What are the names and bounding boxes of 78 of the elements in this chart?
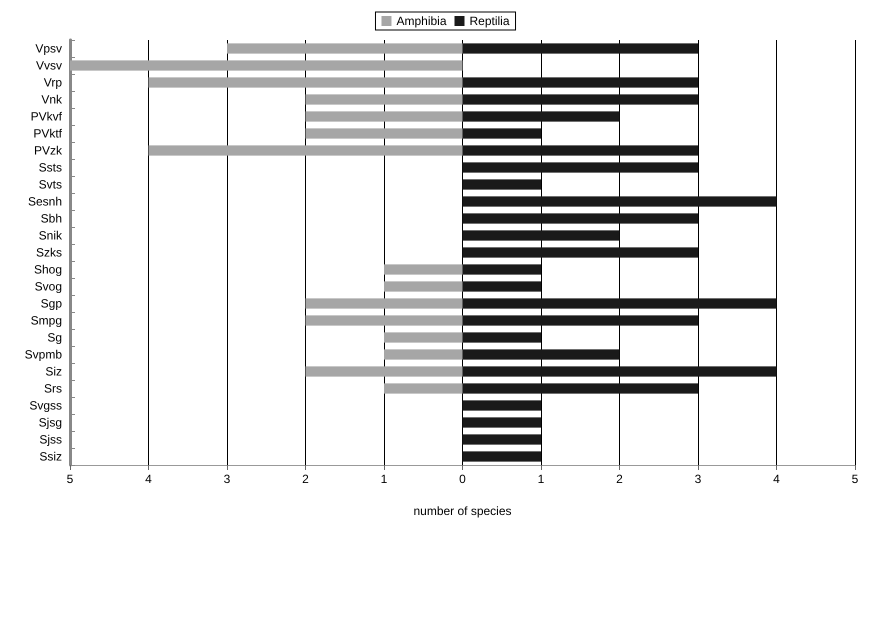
y-tick-label: Srs bbox=[44, 382, 62, 396]
bar bbox=[148, 77, 462, 88]
bar bbox=[462, 417, 541, 428]
bar bbox=[462, 264, 541, 275]
bar bbox=[462, 213, 698, 224]
y-tick-label: Vnk bbox=[41, 92, 63, 106]
bar bbox=[462, 77, 698, 88]
y-tick-label: Vrp bbox=[44, 76, 62, 90]
legend-label: Reptilia bbox=[470, 14, 510, 28]
legend-label: Amphibia bbox=[396, 14, 447, 28]
bar bbox=[306, 366, 462, 377]
y-tick-label: Ssiz bbox=[39, 450, 62, 464]
y-tick-label: PVktf bbox=[33, 126, 63, 140]
y-tick-label: Smpg bbox=[30, 314, 62, 328]
y-tick-label: Sbh bbox=[40, 212, 62, 226]
bar bbox=[462, 315, 698, 326]
bar bbox=[70, 60, 462, 71]
bar bbox=[462, 145, 698, 156]
x-tick-label: 2 bbox=[302, 472, 310, 486]
bar bbox=[462, 162, 698, 173]
y-tick-label: Snik bbox=[38, 228, 63, 242]
y-tick-label: Shog bbox=[34, 262, 62, 276]
y-tick-label: PVkvf bbox=[30, 110, 63, 124]
bar bbox=[306, 128, 462, 139]
bar bbox=[462, 366, 776, 377]
x-tick-label: 2 bbox=[616, 472, 624, 486]
bar bbox=[462, 383, 698, 394]
bar bbox=[462, 332, 541, 343]
bar bbox=[306, 315, 462, 326]
bar bbox=[462, 451, 541, 462]
y-tick-label: Sgp bbox=[40, 296, 62, 310]
y-tick-label: Szks bbox=[36, 246, 62, 260]
x-tick-label: 3 bbox=[694, 472, 702, 486]
bar bbox=[306, 111, 462, 122]
bar bbox=[462, 434, 541, 445]
bar bbox=[384, 264, 462, 275]
bar bbox=[462, 179, 541, 190]
bar bbox=[462, 128, 541, 139]
bar bbox=[462, 230, 620, 241]
bar bbox=[384, 332, 462, 343]
y-tick-label: Sg bbox=[47, 330, 62, 344]
x-tick-label: 5 bbox=[852, 472, 859, 486]
bar bbox=[306, 298, 462, 309]
bar bbox=[306, 94, 462, 105]
bar bbox=[462, 298, 776, 309]
y-tick-label: Sjss bbox=[39, 432, 62, 446]
bar bbox=[462, 43, 698, 54]
x-axis-title: number of species bbox=[413, 504, 512, 518]
y-tick-label: Svpmb bbox=[24, 348, 62, 362]
y-tick-label: Siz bbox=[45, 364, 62, 378]
y-tick-label: Ssts bbox=[38, 160, 62, 174]
y-tick-label: PVzk bbox=[34, 144, 63, 158]
x-tick-label: 4 bbox=[773, 472, 780, 486]
y-tick-label: Vvsv bbox=[36, 58, 62, 72]
y-tick-label: Sjsg bbox=[38, 416, 62, 430]
x-tick-label: 1 bbox=[538, 472, 545, 486]
bar bbox=[462, 247, 698, 258]
bar bbox=[462, 94, 698, 105]
bar bbox=[227, 43, 462, 54]
y-tick-label: Svog bbox=[34, 280, 62, 294]
bar bbox=[462, 111, 620, 122]
bar bbox=[384, 349, 462, 360]
x-tick-label: 0 bbox=[459, 472, 466, 486]
y-tick-label: Vpsv bbox=[35, 42, 62, 56]
y-tick-label: Sesnh bbox=[28, 194, 62, 208]
x-tick-label: 3 bbox=[224, 472, 231, 486]
x-tick-label: 5 bbox=[66, 472, 74, 486]
y-tick-label: Svgss bbox=[29, 398, 62, 412]
bar bbox=[148, 145, 462, 156]
x-tick-label: 4 bbox=[145, 472, 152, 486]
bar bbox=[384, 383, 462, 394]
bar bbox=[462, 349, 620, 360]
x-tick-label: 1 bbox=[380, 472, 388, 486]
y-tick-label: Svts bbox=[38, 178, 62, 192]
bar bbox=[462, 196, 776, 207]
bar bbox=[384, 281, 462, 292]
bar bbox=[462, 281, 541, 292]
bar bbox=[462, 400, 541, 411]
